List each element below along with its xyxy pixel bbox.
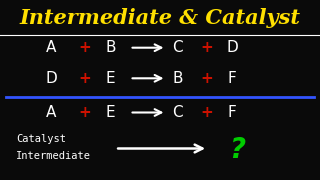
Text: Intermediate & Catalyst: Intermediate & Catalyst: [20, 8, 300, 28]
Text: +: +: [78, 105, 91, 120]
Text: Catalyst: Catalyst: [16, 134, 66, 145]
Text: C: C: [172, 40, 183, 55]
Text: Intermediate: Intermediate: [16, 151, 91, 161]
Text: B: B: [172, 71, 183, 86]
Text: D: D: [45, 71, 57, 86]
Text: F: F: [228, 105, 236, 120]
Text: +: +: [200, 71, 213, 86]
Text: A: A: [46, 105, 56, 120]
Text: C: C: [172, 105, 183, 120]
Text: E: E: [106, 105, 115, 120]
Text: +: +: [78, 71, 91, 86]
Text: ?: ?: [229, 136, 245, 164]
Text: +: +: [200, 40, 213, 55]
Text: F: F: [228, 71, 236, 86]
Text: +: +: [78, 40, 91, 55]
Text: B: B: [105, 40, 116, 55]
Text: A: A: [46, 40, 56, 55]
Text: D: D: [226, 40, 238, 55]
Text: +: +: [200, 105, 213, 120]
Text: E: E: [106, 71, 115, 86]
